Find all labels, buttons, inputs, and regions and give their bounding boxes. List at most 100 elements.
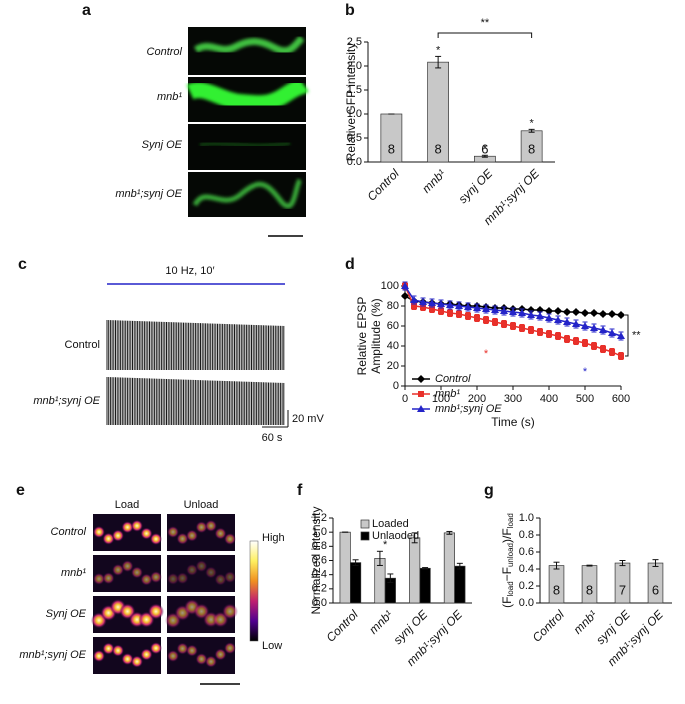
bouton xyxy=(195,653,208,666)
bouton xyxy=(121,653,134,666)
marker xyxy=(590,324,598,331)
marker xyxy=(555,333,561,339)
series-line xyxy=(404,285,622,357)
x-tick-label: mnb¹ xyxy=(419,166,448,195)
error-bar xyxy=(553,561,560,570)
panel-label: d xyxy=(345,256,355,273)
bouton xyxy=(205,566,217,579)
micrographs-a xyxy=(186,27,309,237)
y-tick-label: 1.5 xyxy=(347,84,362,96)
marker xyxy=(420,304,426,310)
marker xyxy=(545,314,553,321)
x-tick-label: 0 xyxy=(402,393,408,405)
significance: * xyxy=(436,44,441,56)
marker xyxy=(581,322,589,329)
bouton xyxy=(186,529,198,542)
error-bar xyxy=(411,532,418,544)
significance: * xyxy=(483,143,488,155)
marker xyxy=(546,331,552,337)
marker xyxy=(474,315,480,321)
marker xyxy=(492,319,498,325)
scale-label: 20 mV xyxy=(292,413,324,425)
marker xyxy=(438,308,444,314)
bracket-label: ** xyxy=(632,329,641,341)
y-tick-label: 1.0 xyxy=(312,526,327,538)
marker xyxy=(437,300,445,307)
sample-size: 8 xyxy=(528,141,535,156)
y-axis-label-part: −F xyxy=(500,567,514,581)
marker xyxy=(419,298,427,305)
y-tick-label: 0 xyxy=(393,380,399,392)
row-label: mnb¹;synj OE xyxy=(19,649,86,661)
y-tick-label: 0.6 xyxy=(312,554,327,566)
marker xyxy=(500,307,508,314)
bar xyxy=(409,537,421,604)
y-tick-label: 1.2 xyxy=(312,512,327,524)
x-tick-label: 200 xyxy=(468,393,486,405)
y-axis-label-part: unload xyxy=(506,543,515,567)
legend-marker xyxy=(417,375,425,383)
marker xyxy=(455,302,463,309)
sample-size: 6 xyxy=(481,141,488,156)
bar xyxy=(350,562,362,604)
bouton xyxy=(140,573,153,586)
row-label: Control xyxy=(65,339,100,351)
y-tick-label: 0.2 xyxy=(312,583,327,595)
marker xyxy=(563,308,571,316)
x-tick-label: mnb¹ xyxy=(366,607,395,636)
y-tick-label: 0.2 xyxy=(519,580,534,592)
x-tick-label: 100 xyxy=(432,393,450,405)
y-axis-label: (Fload−Funload)/Fload xyxy=(500,513,515,608)
bar xyxy=(454,565,466,604)
legend-marker xyxy=(417,405,425,412)
marker xyxy=(527,311,535,318)
bouton xyxy=(121,521,134,534)
column-label: Load xyxy=(115,499,139,511)
row-label: Synj OE xyxy=(142,139,183,151)
x-tick-label: Control xyxy=(323,607,360,644)
error-bar xyxy=(387,573,394,583)
colorbar-label: High xyxy=(262,532,285,544)
marker xyxy=(519,325,525,331)
bouton xyxy=(186,644,198,657)
traces xyxy=(106,320,285,425)
bouton xyxy=(102,532,115,545)
marker xyxy=(536,312,544,319)
marker xyxy=(600,346,606,352)
y-tick-label: 0.4 xyxy=(312,569,327,581)
panel-label: g xyxy=(484,482,494,499)
marker xyxy=(401,282,409,289)
y-axis-label: Relative GFP intensity xyxy=(344,43,358,162)
x-tick-label: 500 xyxy=(576,393,594,405)
micrographs-e xyxy=(91,514,238,674)
error-bar xyxy=(435,55,442,69)
sample-size: 8 xyxy=(388,141,395,156)
legend-swatch xyxy=(360,519,370,529)
y-axis-label-part: (F xyxy=(500,596,514,607)
marker xyxy=(482,305,490,312)
marker xyxy=(581,309,589,317)
x-tick-label: 400 xyxy=(540,393,558,405)
marker xyxy=(599,326,607,333)
bouton xyxy=(150,571,162,584)
row-label: mnb¹ xyxy=(61,567,86,579)
x-tick-label: 600 xyxy=(612,393,630,405)
legend-label: mnb¹ xyxy=(435,388,460,400)
bouton xyxy=(167,572,179,585)
bar xyxy=(443,532,455,604)
marker xyxy=(572,308,580,316)
y-tick-label: 20 xyxy=(387,360,399,372)
bouton xyxy=(195,521,208,534)
marker xyxy=(617,332,625,339)
y-tick-label: 80 xyxy=(387,300,399,312)
bouton xyxy=(93,572,105,585)
x-tick-label: mnb¹ xyxy=(571,607,600,636)
bouton xyxy=(186,563,198,576)
annotation: * xyxy=(583,366,588,378)
marker xyxy=(491,306,499,313)
marker xyxy=(483,317,489,323)
row-label: mnb¹ xyxy=(157,91,182,103)
sample-size: 8 xyxy=(553,582,560,597)
marker xyxy=(464,303,472,310)
marker xyxy=(572,320,580,327)
